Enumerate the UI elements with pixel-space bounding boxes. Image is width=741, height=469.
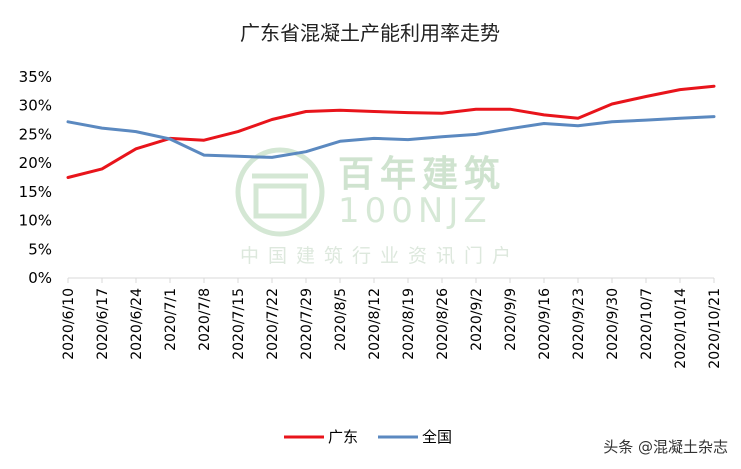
x-tick-label: 2020/6/10 <box>61 288 77 360</box>
x-tick-label: 2020/9/2 <box>469 288 485 351</box>
y-axis: 0% 5% 10% 15% 20% 25% 30% 35% <box>19 68 52 287</box>
x-tick-label: 2020/8/26 <box>435 288 451 360</box>
x-tick-label: 2020/10/7 <box>639 288 655 360</box>
y-tick-label: 30% <box>19 97 52 115</box>
x-tick-label: 2020/7/15 <box>231 288 247 360</box>
y-tick-label: 10% <box>19 212 52 230</box>
x-tick-label: 2020/10/21 <box>707 288 723 369</box>
watermark-cn: 百年建筑 <box>338 154 506 195</box>
x-tick-label: 2020/8/19 <box>401 288 417 360</box>
x-tick-label: 2020/6/17 <box>95 288 111 360</box>
watermark-en: 100NJZ <box>338 191 492 231</box>
x-tick-label: 2020/9/16 <box>537 288 553 360</box>
x-tick-label: 2020/9/30 <box>605 288 621 360</box>
y-tick-label: 35% <box>19 68 52 86</box>
watermark-subtitle: 中国建筑行业资讯门户 <box>240 245 520 267</box>
watermark: 百年建筑 100NJZ 中国建筑行业资讯门户 <box>235 147 520 267</box>
y-tick-label: 20% <box>19 154 52 172</box>
legend: 广东 全国 <box>284 428 452 446</box>
x-tick-label: 2020/7/22 <box>265 288 281 360</box>
y-tick-label: 25% <box>19 125 52 143</box>
y-tick-label: 5% <box>28 240 52 258</box>
series-line-全国 <box>66 115 716 159</box>
x-axis: 2020/6/10 2020/6/17 2020/6/24 2020/7/1 2020/… <box>61 278 723 369</box>
x-tick-label: 2020/7/29 <box>299 288 315 360</box>
x-tick-label: 2020/9/23 <box>571 288 587 360</box>
x-tick-label: 2020/8/12 <box>367 288 383 360</box>
source-credit: 头条 @混凝土杂志 <box>603 438 728 456</box>
legend-label: 全国 <box>422 428 452 446</box>
x-tick-label: 2020/9/9 <box>503 288 519 351</box>
y-tick-label: 15% <box>19 183 52 201</box>
watermark-logo-icon <box>235 147 325 237</box>
chart-title: 广东省混凝土产能利用率走势 <box>240 21 500 45</box>
legend-label: 广东 <box>328 428 358 446</box>
x-tick-label: 2020/7/1 <box>163 288 179 351</box>
x-tick-label: 2020/7/8 <box>197 288 213 351</box>
y-tick-label: 0% <box>28 269 52 287</box>
x-tick-label: 2020/10/14 <box>673 288 689 369</box>
x-tick-label: 2020/8/5 <box>333 288 349 351</box>
series-line-广东 <box>66 84 716 179</box>
series-group <box>66 84 716 179</box>
x-tick-label: 2020/6/24 <box>129 288 145 360</box>
